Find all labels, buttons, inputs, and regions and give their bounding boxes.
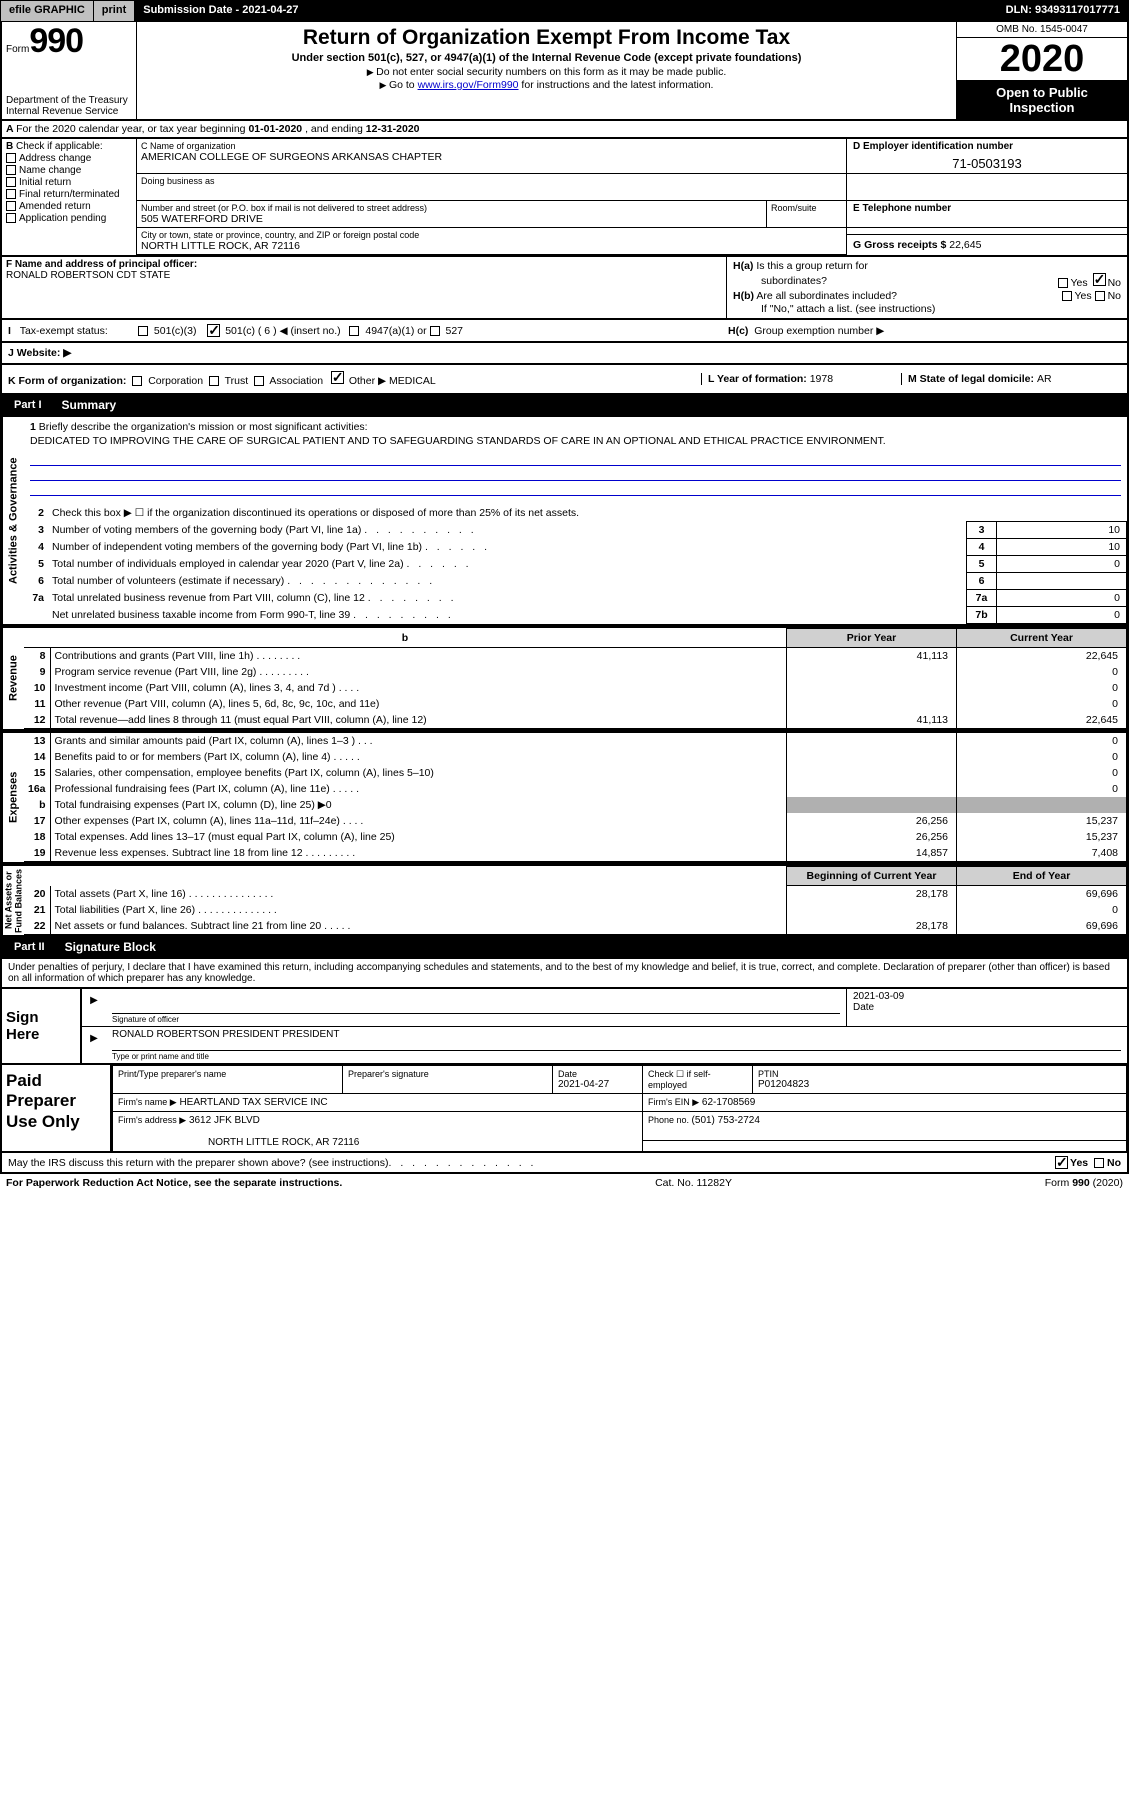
form-title: Return of Organization Exempt From Incom… bbox=[145, 26, 948, 50]
header-center: Return of Organization Exempt From Incom… bbox=[137, 22, 957, 119]
cb-corp[interactable] bbox=[132, 376, 142, 386]
h-b-yes[interactable] bbox=[1062, 291, 1072, 301]
org-name: AMERICAN COLLEGE OF SURGEONS ARKANSAS CH… bbox=[141, 151, 842, 163]
city-value: NORTH LITTLE ROCK, AR 72116 bbox=[141, 240, 842, 252]
city-label: City or town, state or province, country… bbox=[141, 230, 842, 240]
governance-table: 2Check this box ▶ ☐ if the organization … bbox=[24, 505, 1127, 624]
header-left: Form990 Department of the Treasury Inter… bbox=[2, 22, 137, 119]
checkbox-amended[interactable] bbox=[6, 201, 16, 211]
net-assets-table: Beginning of Current YearEnd of Year 20T… bbox=[24, 866, 1127, 935]
form-word: Form bbox=[6, 44, 29, 55]
vtab-expenses: Expenses bbox=[2, 733, 24, 862]
vtab-net-assets: Net Assets or Fund Balances bbox=[2, 866, 24, 935]
officer-typed-name: RONALD ROBERTSON PRESIDENT PRESIDENT bbox=[112, 1029, 1121, 1040]
checkbox-application-pending[interactable] bbox=[6, 213, 16, 223]
cb-527[interactable] bbox=[430, 326, 440, 336]
section-c-d-e: C Name of organization AMERICAN COLLEGE … bbox=[137, 139, 1127, 255]
h-b-no[interactable] bbox=[1095, 291, 1105, 301]
gross-receipts: G Gross receipts $ 22,645 bbox=[847, 235, 1127, 255]
cb-4947[interactable] bbox=[349, 326, 359, 336]
blank-line bbox=[30, 452, 1121, 466]
department-label: Department of the Treasury Internal Reve… bbox=[6, 95, 132, 117]
line-a: A For the 2020 calendar year, or tax yea… bbox=[0, 121, 1129, 139]
header-right: OMB No. 1545-0047 2020 Open to Public In… bbox=[957, 22, 1127, 119]
address-label: Number and street (or P.O. box if mail i… bbox=[141, 203, 762, 213]
cb-501c3[interactable] bbox=[138, 326, 148, 336]
checkbox-address-change[interactable] bbox=[6, 153, 16, 163]
checkbox-final-return[interactable] bbox=[6, 189, 16, 199]
efile-btn[interactable]: efile GRAPHIC bbox=[1, 1, 94, 21]
discuss-row: May the IRS discuss this return with the… bbox=[0, 1153, 1129, 1174]
expenses-table: 13Grants and similar amounts paid (Part … bbox=[24, 733, 1127, 862]
cb-trust[interactable] bbox=[209, 376, 219, 386]
address-value: 505 WATERFORD DRIVE bbox=[141, 213, 762, 225]
part-1-header: Part I Summary bbox=[0, 395, 1129, 417]
submission-date: Submission Date - 2021-04-27 bbox=[135, 1, 306, 21]
tax-exempt-row: I Tax-exempt status: 501(c)(3) 501(c) ( … bbox=[0, 320, 1129, 343]
section-b: B Check if applicable: Address change Na… bbox=[2, 139, 137, 255]
print-btn[interactable]: print bbox=[94, 1, 135, 21]
footer: For Paperwork Reduction Act Notice, see … bbox=[0, 1174, 1129, 1192]
form-subtitle: Under section 501(c), 527, or 4947(a)(1)… bbox=[145, 52, 948, 64]
officer-label: F Name and address of principal officer: bbox=[6, 259, 197, 270]
paid-preparer-block: Paid Preparer Use Only Print/Type prepar… bbox=[0, 1065, 1129, 1153]
form-header: Form990 Department of the Treasury Inter… bbox=[0, 22, 1129, 121]
discuss-no[interactable] bbox=[1094, 1158, 1104, 1168]
omb-number: OMB No. 1545-0047 bbox=[957, 22, 1127, 38]
cb-other[interactable] bbox=[331, 371, 344, 384]
dba-label: Doing business as bbox=[141, 176, 842, 186]
irs-link[interactable]: www.irs.gov/Form990 bbox=[418, 79, 519, 91]
arrow-icon: ▶ bbox=[82, 989, 106, 1026]
section-f-h: F Name and address of principal officer:… bbox=[0, 257, 1129, 320]
net-assets-section: Net Assets or Fund Balances Beginning of… bbox=[0, 864, 1129, 937]
room-suite-label: Room/suite bbox=[767, 201, 847, 227]
org-name-label: C Name of organization bbox=[141, 141, 842, 151]
sign-date: 2021-03-09 bbox=[853, 991, 1121, 1002]
checkbox-name-change[interactable] bbox=[6, 165, 16, 175]
arrow-icon: ▶ bbox=[82, 1027, 106, 1063]
warning-1: ▶ Do not enter social security numbers o… bbox=[145, 66, 948, 78]
expenses-section: Expenses 13Grants and similar amounts pa… bbox=[0, 731, 1129, 864]
ein-label: D Employer identification number bbox=[853, 141, 1013, 152]
mission-description: DEDICATED TO IMPROVING THE CARE OF SURGI… bbox=[30, 435, 1121, 447]
discuss-yes[interactable] bbox=[1055, 1156, 1068, 1169]
revenue-table: bPrior YearCurrent Year 8Contributions a… bbox=[24, 628, 1127, 729]
part-2-header: Part II Signature Block bbox=[0, 937, 1129, 959]
top-bar: efile GRAPHIC print Submission Date - 20… bbox=[0, 0, 1129, 22]
block-b-through-g: B Check if applicable: Address change Na… bbox=[0, 139, 1129, 257]
topbar-spacer bbox=[307, 1, 998, 21]
tax-year: 2020 bbox=[959, 40, 1125, 78]
checkbox-initial-return[interactable] bbox=[6, 177, 16, 187]
website-row: J Website: ▶ bbox=[0, 343, 1129, 365]
ein-value: 71-0503193 bbox=[853, 156, 1121, 171]
sign-here-block: Sign Here ▶ Signature of officer 2021-03… bbox=[0, 989, 1129, 1065]
h-a-yes[interactable] bbox=[1058, 278, 1068, 288]
activities-governance: Activities & Governance 1 Briefly descri… bbox=[0, 417, 1129, 626]
warning-2: ▶ Go to www.irs.gov/Form990 for instruct… bbox=[145, 79, 948, 91]
h-a-no[interactable] bbox=[1093, 273, 1106, 286]
revenue-section: Revenue bPrior YearCurrent Year 8Contrib… bbox=[0, 626, 1129, 731]
blank-line bbox=[30, 482, 1121, 496]
vtab-revenue: Revenue bbox=[2, 628, 24, 729]
dln-label: DLN: 93493117017771 bbox=[998, 1, 1128, 21]
telephone-label: E Telephone number bbox=[853, 203, 951, 214]
blank-line bbox=[30, 467, 1121, 481]
form-number: 990 bbox=[29, 22, 83, 60]
cb-501c[interactable] bbox=[207, 324, 220, 337]
officer-signature-label: Signature of officer bbox=[112, 1013, 840, 1024]
cb-assoc[interactable] bbox=[254, 376, 264, 386]
section-k: K Form of organization: Corporation Trus… bbox=[0, 365, 1129, 395]
officer-name: RONALD ROBERTSON CDT STATE bbox=[6, 270, 170, 281]
vtab-governance: Activities & Governance bbox=[2, 417, 24, 624]
paid-preparer-table: Print/Type preparer's name Preparer's si… bbox=[112, 1065, 1127, 1151]
open-public-badge: Open to Public Inspection bbox=[957, 81, 1127, 119]
signature-declaration: Under penalties of perjury, I declare th… bbox=[0, 959, 1129, 989]
